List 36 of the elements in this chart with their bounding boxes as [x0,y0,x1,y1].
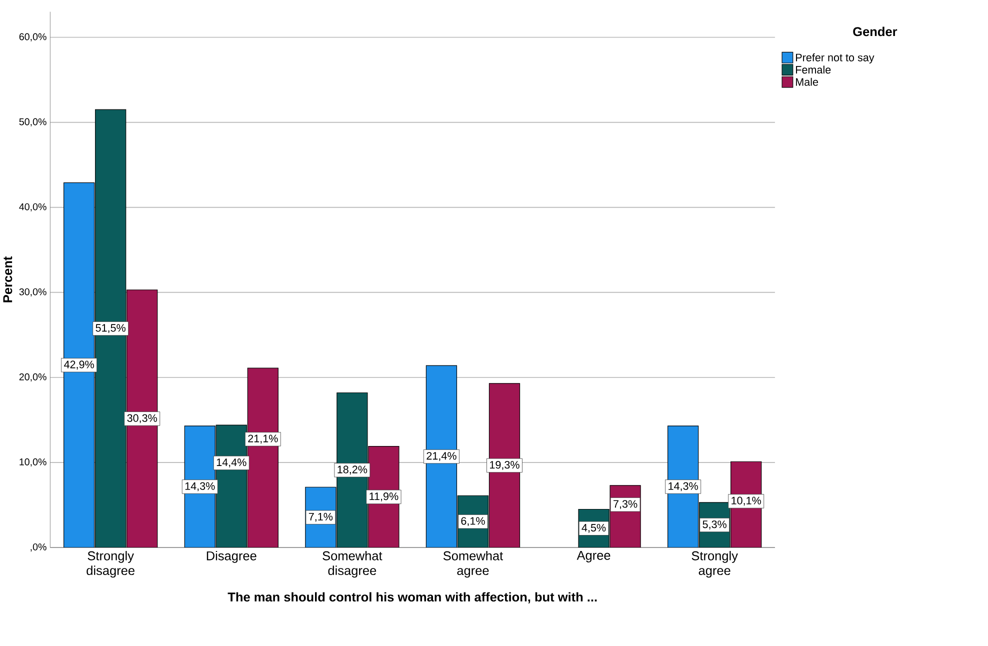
data-label: 14,3% [185,482,215,492]
y-tick-label: 20,0% [19,373,46,382]
x-tick-label: Strongly disagree [86,550,134,578]
data-label: 19,3% [490,461,520,470]
data-label: 6,1% [461,517,485,526]
legend-label: Male [796,78,818,86]
legend-title: Gender [853,26,898,36]
data-label: 4,5% [582,524,606,533]
y-tick-label: 50,0% [19,118,46,126]
data-label: 14,4% [216,458,246,468]
data-label: 10,1% [732,496,761,506]
y-tick-label: 60,0% [19,33,46,42]
data-label: 7,3% [614,500,638,510]
data-label: 5,3% [702,520,726,530]
x-tick-label: Strongly agree [692,550,738,578]
y-axis-title: Percent [3,256,12,302]
data-label: 51,5% [96,324,126,333]
data-label: 21,1% [248,434,278,444]
data-label: 11,9% [370,492,398,502]
x-tick-label: Disagree [206,550,256,563]
x-tick-label: Agree [576,550,610,562]
data-label: 18,2% [338,466,368,475]
x-tick-label: Somewhat disagree [322,550,382,578]
data-label: 21,4% [426,452,456,461]
data-label: 14,3% [668,482,698,492]
y-tick-label: ,0% [30,543,46,552]
data-label: 42,9% [64,360,94,370]
y-tick-label: 30,0% [19,288,46,296]
x-tick-label: Somewhat agree [443,550,504,578]
legend-label: Female [796,66,831,74]
x-axis-title: The man should control his woman with affection, but with ... [228,592,597,604]
y-tick-label: 10,0% [20,458,46,467]
data-label: 7,1% [308,512,333,522]
data-label: 30,3% [127,414,158,424]
y-tick-label: 40,0% [19,203,46,212]
legend-label: Prefer not to say [796,53,874,64]
